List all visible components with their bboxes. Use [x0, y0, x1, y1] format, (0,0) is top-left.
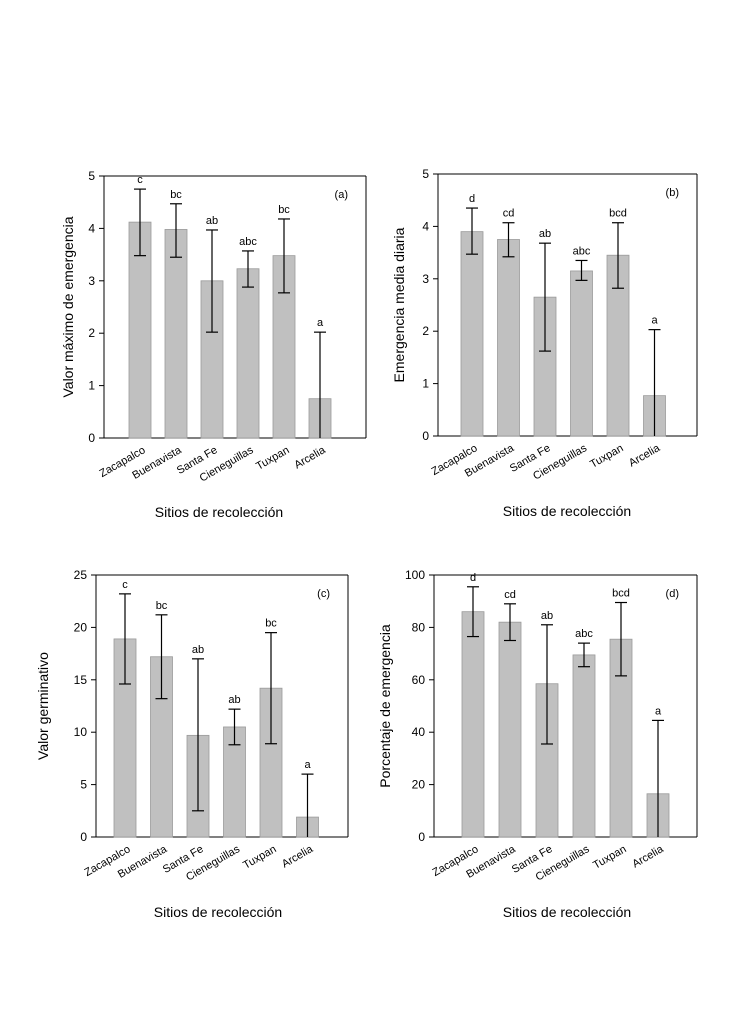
y-tick-label: 20	[74, 620, 88, 634]
y-axis-label: Porcentaje de emergencia	[377, 624, 393, 788]
y-axis-label: Emergencia media diaria	[391, 227, 407, 382]
y-tick-label: 20	[412, 778, 426, 792]
significance-letter: bc	[278, 204, 290, 216]
y-tick-label: 0	[88, 431, 95, 445]
x-tick-label: Arcelia	[630, 843, 666, 871]
y-tick-label: 2	[88, 326, 95, 340]
significance-letter: bcd	[612, 588, 630, 600]
significance-letter: abc	[573, 245, 591, 257]
x-axis-label: Sitios de recolección	[503, 904, 631, 920]
y-axis-label: Valor germinativo	[35, 652, 51, 760]
y-tick-label: 15	[74, 673, 88, 687]
x-tick-label: Tuxpan	[591, 843, 628, 872]
y-tick-label: 3	[422, 272, 429, 286]
x-tick-label: Tuxpan	[254, 444, 291, 473]
significance-letter: cd	[503, 208, 515, 220]
bar	[461, 611, 485, 838]
significance-letter: c	[122, 579, 128, 591]
significance-letter: abc	[575, 628, 593, 640]
y-tick-label: 1	[422, 377, 429, 391]
significance-letter: bc	[265, 618, 277, 630]
x-axis-label: Sitios de recolección	[155, 504, 283, 520]
panel-label: (d)	[666, 588, 679, 600]
x-tick-label: Arcelia	[280, 843, 316, 871]
panel-label: (b)	[666, 187, 679, 199]
y-tick-label: 0	[80, 830, 87, 844]
y-tick-label: 5	[80, 778, 87, 792]
y-tick-label: 4	[88, 221, 95, 235]
y-tick-label: 40	[412, 725, 426, 739]
y-tick-label: 3	[88, 274, 95, 288]
significance-letter: bcd	[609, 208, 627, 220]
x-tick-label: Arcelia	[292, 444, 328, 472]
y-tick-label: 80	[412, 620, 426, 634]
bar	[164, 229, 188, 439]
y-tick-label: 60	[412, 673, 426, 687]
bar	[460, 231, 484, 437]
significance-letter: ab	[228, 694, 240, 706]
significance-letter: ab	[206, 215, 218, 227]
bar	[570, 270, 593, 437]
significance-letter: bc	[156, 600, 168, 612]
significance-letter: cd	[504, 589, 516, 601]
y-tick-label: 5	[422, 167, 429, 181]
y-tick-label: 0	[418, 830, 425, 844]
significance-letter: bc	[170, 189, 182, 201]
x-axis-label: Sitios de recolección	[503, 503, 631, 519]
y-axis-label: Valor máximo de emergencia	[60, 216, 76, 397]
panel-label: (c)	[317, 588, 330, 600]
y-tick-label: 25	[74, 568, 88, 582]
bar	[236, 268, 260, 439]
x-tick-label: Arcelia	[627, 442, 663, 470]
y-tick-label: 1	[88, 379, 95, 393]
significance-letter: d	[470, 572, 476, 584]
significance-letter: a	[304, 759, 311, 771]
x-tick-label: Tuxpan	[588, 442, 625, 471]
y-tick-label: 100	[405, 568, 425, 582]
significance-letter: abc	[239, 236, 257, 248]
x-axis-label: Sitios de recolección	[154, 904, 282, 920]
significance-letter: a	[317, 317, 324, 329]
significance-letter: ab	[192, 644, 204, 656]
significance-letter: c	[137, 174, 143, 186]
panel-label: (a)	[335, 189, 348, 201]
significance-letter: a	[651, 315, 658, 327]
significance-letter: d	[469, 193, 475, 205]
y-tick-label: 2	[422, 324, 429, 338]
y-tick-label: 4	[422, 219, 429, 233]
y-tick-label: 5	[88, 169, 95, 183]
bar	[497, 239, 520, 437]
chart-panel-3: 0510152025cZacapalcobcBuenavistaabSanta …	[35, 568, 349, 920]
significance-letter: a	[655, 705, 662, 717]
significance-letter: ab	[539, 228, 551, 240]
y-tick-label: 0	[422, 429, 429, 443]
significance-letter: ab	[541, 610, 553, 622]
bar	[498, 621, 522, 838]
x-tick-label: Tuxpan	[241, 843, 278, 872]
y-tick-label: 10	[74, 725, 88, 739]
bar	[572, 654, 596, 838]
